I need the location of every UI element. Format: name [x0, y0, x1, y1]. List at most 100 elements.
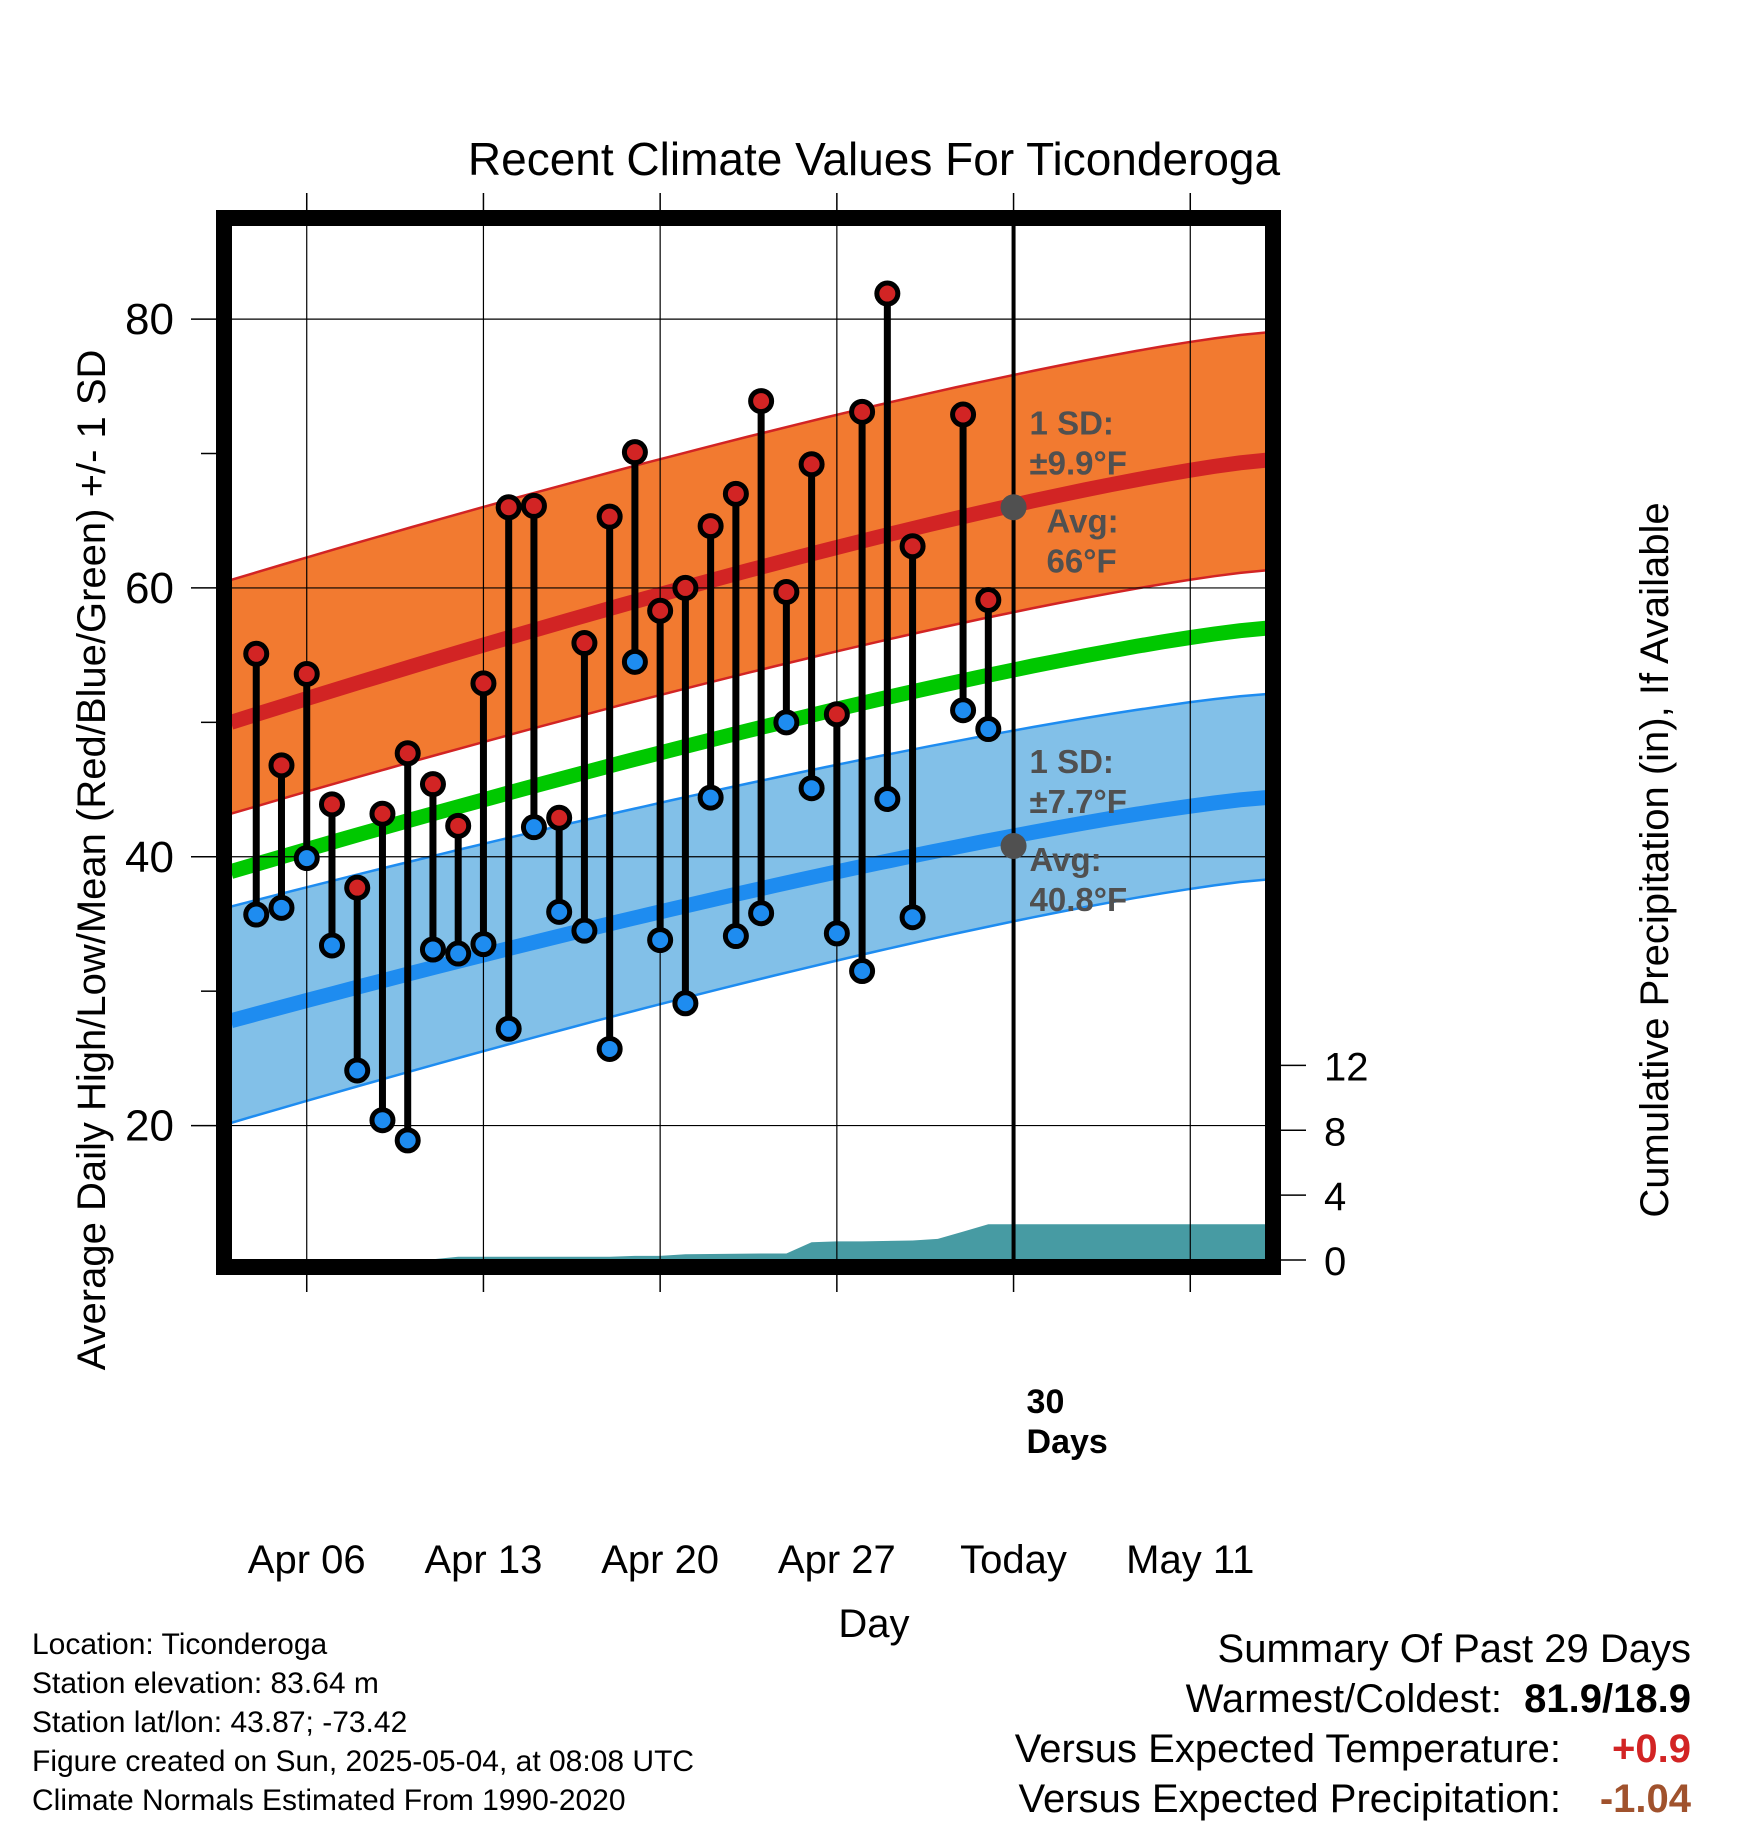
- x-tick-label: Apr 06: [248, 1538, 366, 1582]
- x-tick-label: Apr 13: [425, 1538, 543, 1582]
- y-axis-label: Average Daily High/Low/Mean (Red/Blue/Gr…: [70, 350, 114, 1371]
- low-upper-edge: [231, 692, 1266, 908]
- low-sd-band: [231, 694, 1266, 1123]
- low-temp-point: [596, 1035, 623, 1062]
- low-temp-point: [874, 785, 901, 812]
- summary-warm-cold: Warmest/Coldest: 81.9/18.9: [1015, 1674, 1691, 1724]
- temp-label: Versus Expected Temperature:: [1014, 1727, 1561, 1771]
- x-tick-label: May 11: [1126, 1538, 1254, 1582]
- low-temp-point: [470, 931, 497, 958]
- low-temp-point: [344, 1057, 371, 1084]
- y2-tick-label: 0: [1324, 1240, 1346, 1284]
- x-tick-label: Apr 27: [778, 1538, 896, 1582]
- precip-label-line2: Days: [1027, 1423, 1108, 1461]
- high-temp-point: [318, 791, 345, 818]
- low-sd-value: ±7.7°F: [1030, 783, 1127, 820]
- low-temp-point: [495, 1015, 522, 1042]
- high-sd-label: 1 SD:: [1030, 404, 1114, 441]
- y2-tick-label: 4: [1324, 1175, 1346, 1219]
- precip-label: Versus Expected Precipitation:: [1018, 1777, 1561, 1821]
- high-temp-point: [495, 494, 522, 521]
- temp-value: +0.9: [1612, 1727, 1691, 1771]
- y-tick-label: 60: [125, 564, 174, 613]
- warm-cold-value: 81.9/18.9: [1524, 1677, 1691, 1721]
- high-temp-point: [798, 451, 825, 478]
- high-temp-point: [823, 701, 850, 728]
- high-avg-label: Avg:: [1047, 502, 1119, 539]
- high-temp-point: [874, 280, 901, 307]
- low-temp-point: [647, 927, 674, 954]
- low-temp-point: [697, 784, 724, 811]
- high-temp-point: [950, 401, 977, 428]
- plot-frame: [216, 210, 1281, 1275]
- high-temp-point: [773, 578, 800, 605]
- low-temp-point: [369, 1107, 396, 1134]
- x-axis-label: Day: [838, 1602, 909, 1646]
- plot-inner: [231, 225, 1266, 1260]
- precip-value: -1.04: [1599, 1777, 1691, 1821]
- high-avg-marker: [1000, 494, 1027, 521]
- location-text: Location: Ticonderoga: [32, 1628, 328, 1661]
- warm-cold-label: Warmest/Coldest:: [1185, 1677, 1502, 1721]
- low-temp-point: [849, 958, 876, 985]
- low-temp-point: [520, 814, 547, 841]
- high-temp-point: [394, 740, 421, 767]
- low-temp-point: [394, 1127, 421, 1154]
- latlon-text: Station lat/lon: 43.87; -73.42: [32, 1706, 408, 1739]
- y-tick-label: 20: [125, 1102, 174, 1151]
- low-temp-point: [748, 900, 775, 927]
- low-avg-label: Avg:: [1030, 841, 1102, 878]
- high-temp-point: [369, 800, 396, 827]
- high-temp-point: [344, 874, 371, 901]
- precip-area: [231, 1224, 1266, 1260]
- normals-text: Climate Normals Estimated From 1990-2020: [32, 1784, 626, 1817]
- high-temp-point: [748, 388, 775, 415]
- created-text: Figure created on Sun, 2025-05-04, at 08…: [32, 1745, 695, 1778]
- high-temp-point: [520, 492, 547, 519]
- high-temp-point: [899, 533, 926, 560]
- low-temp-point: [950, 697, 977, 724]
- normal-high-line: [231, 452, 1266, 730]
- y-tick-label: 40: [125, 833, 174, 882]
- high-temp-point: [293, 660, 320, 687]
- high-temp-point: [445, 812, 472, 839]
- low-temp-point: [419, 936, 446, 963]
- low-temp-point: [243, 901, 270, 928]
- low-temp-point: [445, 940, 472, 967]
- low-temp-point: [293, 845, 320, 872]
- summary-precip: Versus Expected Precipitation: -1.04: [1015, 1774, 1691, 1824]
- low-lower-edge: [231, 878, 1266, 1125]
- y2-tick-label: 12: [1324, 1045, 1369, 1089]
- low-temp-point: [571, 917, 598, 944]
- low-temp-point: [722, 923, 749, 950]
- high-temp-point: [722, 480, 749, 507]
- high-upper-edge: [231, 331, 1266, 582]
- high-temp-point: [697, 513, 724, 540]
- low-temp-point: [546, 898, 573, 925]
- high-temp-point: [849, 398, 876, 425]
- high-temp-point: [596, 503, 623, 530]
- low-temp-point: [798, 775, 825, 802]
- summary-panel: Summary Of Past 29 Days Warmest/Coldest:…: [1015, 1624, 1691, 1824]
- chart-title: Recent Climate Values For Ticonderoga: [468, 133, 1281, 185]
- high-avg-value: 66°F: [1047, 542, 1117, 579]
- normal-mean-line: [231, 620, 1266, 879]
- low-temp-point: [621, 648, 648, 675]
- low-temp-point: [318, 932, 345, 959]
- x-tick-label: Today: [960, 1538, 1067, 1582]
- high-temp-point: [546, 804, 573, 831]
- elevation-text: Station elevation: 83.64 m: [32, 1667, 379, 1700]
- low-temp-point: [773, 709, 800, 736]
- high-temp-point: [672, 574, 699, 601]
- low-avg-marker: [1000, 833, 1027, 859]
- summary-title: Summary Of Past 29 Days: [1217, 1627, 1691, 1671]
- low-temp-point: [975, 716, 1002, 743]
- high-temp-point: [470, 670, 497, 697]
- y2-axis-label: Cumulative Precipitation (in), If Availa…: [1633, 502, 1677, 1217]
- high-sd-value: ±9.9°F: [1030, 444, 1127, 481]
- high-temp-point: [243, 640, 270, 667]
- low-avg-value: 40.8°F: [1030, 881, 1128, 918]
- low-temp-point: [672, 990, 699, 1017]
